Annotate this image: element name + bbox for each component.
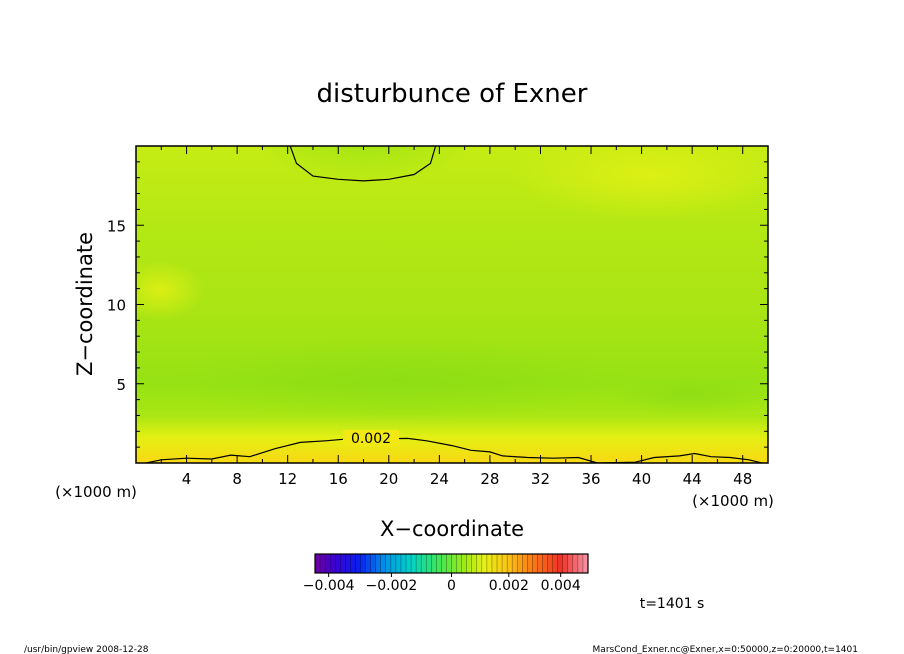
colorbar-cell [375, 554, 382, 573]
x-tick-label: 44 [683, 470, 702, 488]
y-axis: 5 10 15 [107, 161, 768, 448]
colorbar-cell [355, 554, 361, 573]
colorbar-cell [350, 554, 356, 573]
colorbar-tick-label: −0.004 [303, 578, 355, 594]
x-tick-label: 48 [733, 470, 752, 488]
colorbar-cell [572, 554, 579, 573]
x-unit-right: (×1000 m) [692, 492, 774, 510]
colorbar-cell [476, 554, 483, 573]
colorbar-cell [466, 554, 473, 573]
x-tick-label: 8 [232, 470, 242, 488]
colorbar-cell [395, 554, 402, 573]
colorbar-cell [547, 554, 553, 573]
colorbar-tick-label: −0.002 [366, 578, 418, 594]
contour-line-top [289, 146, 437, 182]
colorbar-cell [390, 554, 397, 573]
x-unit-left: (×1000 m) [55, 483, 137, 501]
colorbar [315, 554, 589, 573]
y-tick-label: 15 [107, 217, 126, 235]
field-right-high-region [510, 146, 768, 220]
field-right-low-region [610, 375, 768, 415]
colorbar-cell [330, 554, 336, 573]
colorbar-cell [481, 554, 488, 573]
colorbar-cell [557, 554, 564, 573]
colorbar-tick-label: 0 [447, 578, 456, 594]
colorbar-cell [421, 554, 427, 573]
colorbar-cell [562, 554, 569, 573]
colorbar-cell [527, 554, 533, 573]
contour-label: 0.002 [351, 431, 391, 447]
x-tick-label: 16 [329, 470, 348, 488]
colorbar-tick-label: 0.002 [489, 578, 529, 594]
colorbar-cell [461, 554, 467, 573]
colorbar-cell [567, 554, 574, 573]
colorbar-cell [406, 554, 412, 573]
colorbar-cell [522, 554, 528, 573]
colorbar-cell [497, 554, 503, 573]
x-tick-label: 20 [379, 470, 398, 488]
chart-title: disturbunce of Exner [317, 79, 588, 109]
colorbar-cell [335, 554, 341, 573]
colorbar-cell [507, 554, 513, 573]
x-tick-label: 24 [430, 470, 449, 488]
contour-line-0.002 [145, 437, 762, 463]
contour-label-bg [343, 430, 399, 446]
field-mid-low-region [170, 340, 630, 420]
x-tick-label: 4 [182, 470, 192, 488]
colorbar-cell [426, 554, 432, 573]
colorbar-cell [456, 554, 462, 573]
y-tick-label: 5 [116, 376, 126, 394]
colorbar-cell [320, 554, 326, 573]
colorbar-cell [577, 554, 584, 573]
colorbar-cell [517, 554, 523, 573]
colorbar-ticks: −0.004 −0.002 0 0.002 0.004 [303, 573, 581, 594]
x-axis-label: X−coordinate [380, 517, 524, 541]
colorbar-tick-label: 0.004 [541, 578, 581, 594]
colorbar-cell [315, 554, 321, 573]
colorbar-cell [436, 554, 442, 573]
y-axis-label: Z−coordinate [73, 232, 97, 376]
colorbar-cell [365, 554, 371, 573]
colorbar-cell [360, 554, 366, 573]
colorbar-cell [512, 554, 518, 573]
colorbar-cell [441, 554, 447, 573]
colorbar-cell [542, 554, 548, 573]
contour-field [136, 146, 768, 463]
colorbar-cell [552, 554, 558, 573]
colorbar-cell [582, 554, 589, 573]
colorbar-cell [502, 554, 508, 573]
colorbar-cell [471, 554, 478, 573]
colorbar-cell [340, 554, 346, 573]
x-tick-label: 12 [278, 470, 297, 488]
colorbar-cell [446, 554, 452, 573]
time-label: t=1401 s [640, 596, 705, 612]
x-tick-label: 40 [632, 470, 651, 488]
x-tick-label: 36 [581, 470, 600, 488]
field-top-low-region [255, 146, 475, 220]
x-tick-label: 32 [531, 470, 550, 488]
footer-right: MarsCond_Exner.nc@Exner,x=0:50000,z=0:20… [593, 645, 858, 654]
colorbar-cell [400, 554, 407, 573]
y-tick-label: 10 [107, 297, 126, 315]
colorbar-cell [431, 554, 437, 573]
colorbar-cell [370, 554, 376, 573]
colorbar-cell [345, 554, 351, 573]
x-axis: 4 8 12 16 20 24 28 32 36 40 44 48 [160, 146, 752, 488]
colorbar-cell [532, 554, 538, 573]
colorbar-cell [451, 554, 457, 573]
colorbar-cell [491, 554, 498, 573]
colorbar-cell [380, 554, 387, 573]
colorbar-cell [411, 554, 417, 573]
x-tick-label: 28 [480, 470, 499, 488]
colorbar-cell [325, 554, 331, 573]
footer-left: /usr/bin/gpview 2008-12-28 [24, 645, 149, 654]
colorbar-cell [416, 554, 422, 573]
colorbar-cell [385, 554, 392, 573]
field-left-high-region [136, 260, 205, 320]
colorbar-cell [486, 554, 493, 573]
colorbar-cell [537, 554, 543, 573]
